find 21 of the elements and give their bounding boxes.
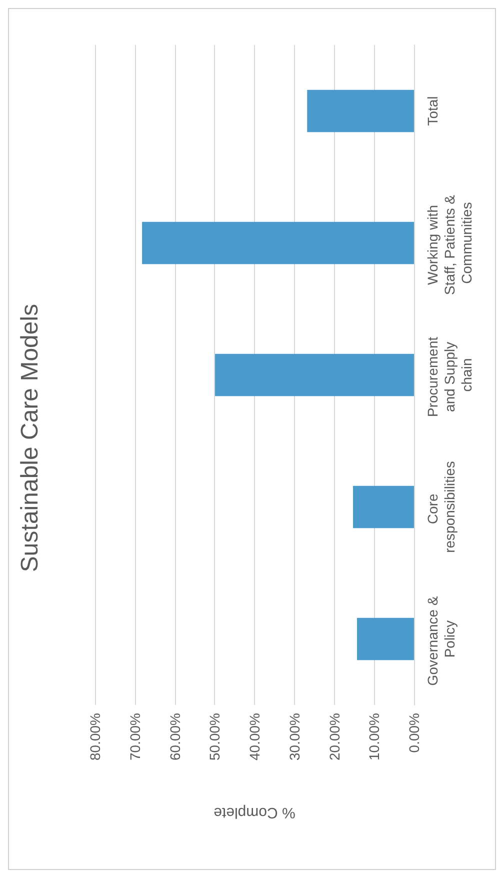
x-tick-label: 10.00%	[366, 713, 382, 760]
x-tick-label: 70.00%	[126, 713, 143, 760]
x-tick-label: 60.00%	[166, 713, 183, 760]
y-tick-label: Procurement and Supply chain	[424, 332, 474, 418]
y-tick-label: Governance & Policy	[424, 592, 458, 686]
x-tick-label: 30.00%	[286, 713, 302, 760]
text: Sustainable Care Models	[16, 304, 44, 572]
x-tick-label: 20.00%	[326, 713, 342, 760]
bar	[307, 90, 414, 132]
y-tick-label: Core responsibilities	[424, 461, 458, 553]
y-tick-label: Working with Staff, Patients & Communities	[424, 190, 474, 296]
x-axis-title: % Complete	[214, 804, 296, 821]
bar	[352, 486, 414, 528]
y-tick-label: Total	[424, 96, 440, 126]
x-tick-label: 40.00%	[246, 713, 262, 760]
bar	[142, 222, 414, 264]
bar	[356, 618, 414, 660]
x-tick-label: 0.00%	[406, 713, 422, 753]
x-tick-label: 80.00%	[87, 713, 103, 760]
bar	[215, 354, 414, 396]
x-tick-label: 50.00%	[206, 713, 223, 760]
